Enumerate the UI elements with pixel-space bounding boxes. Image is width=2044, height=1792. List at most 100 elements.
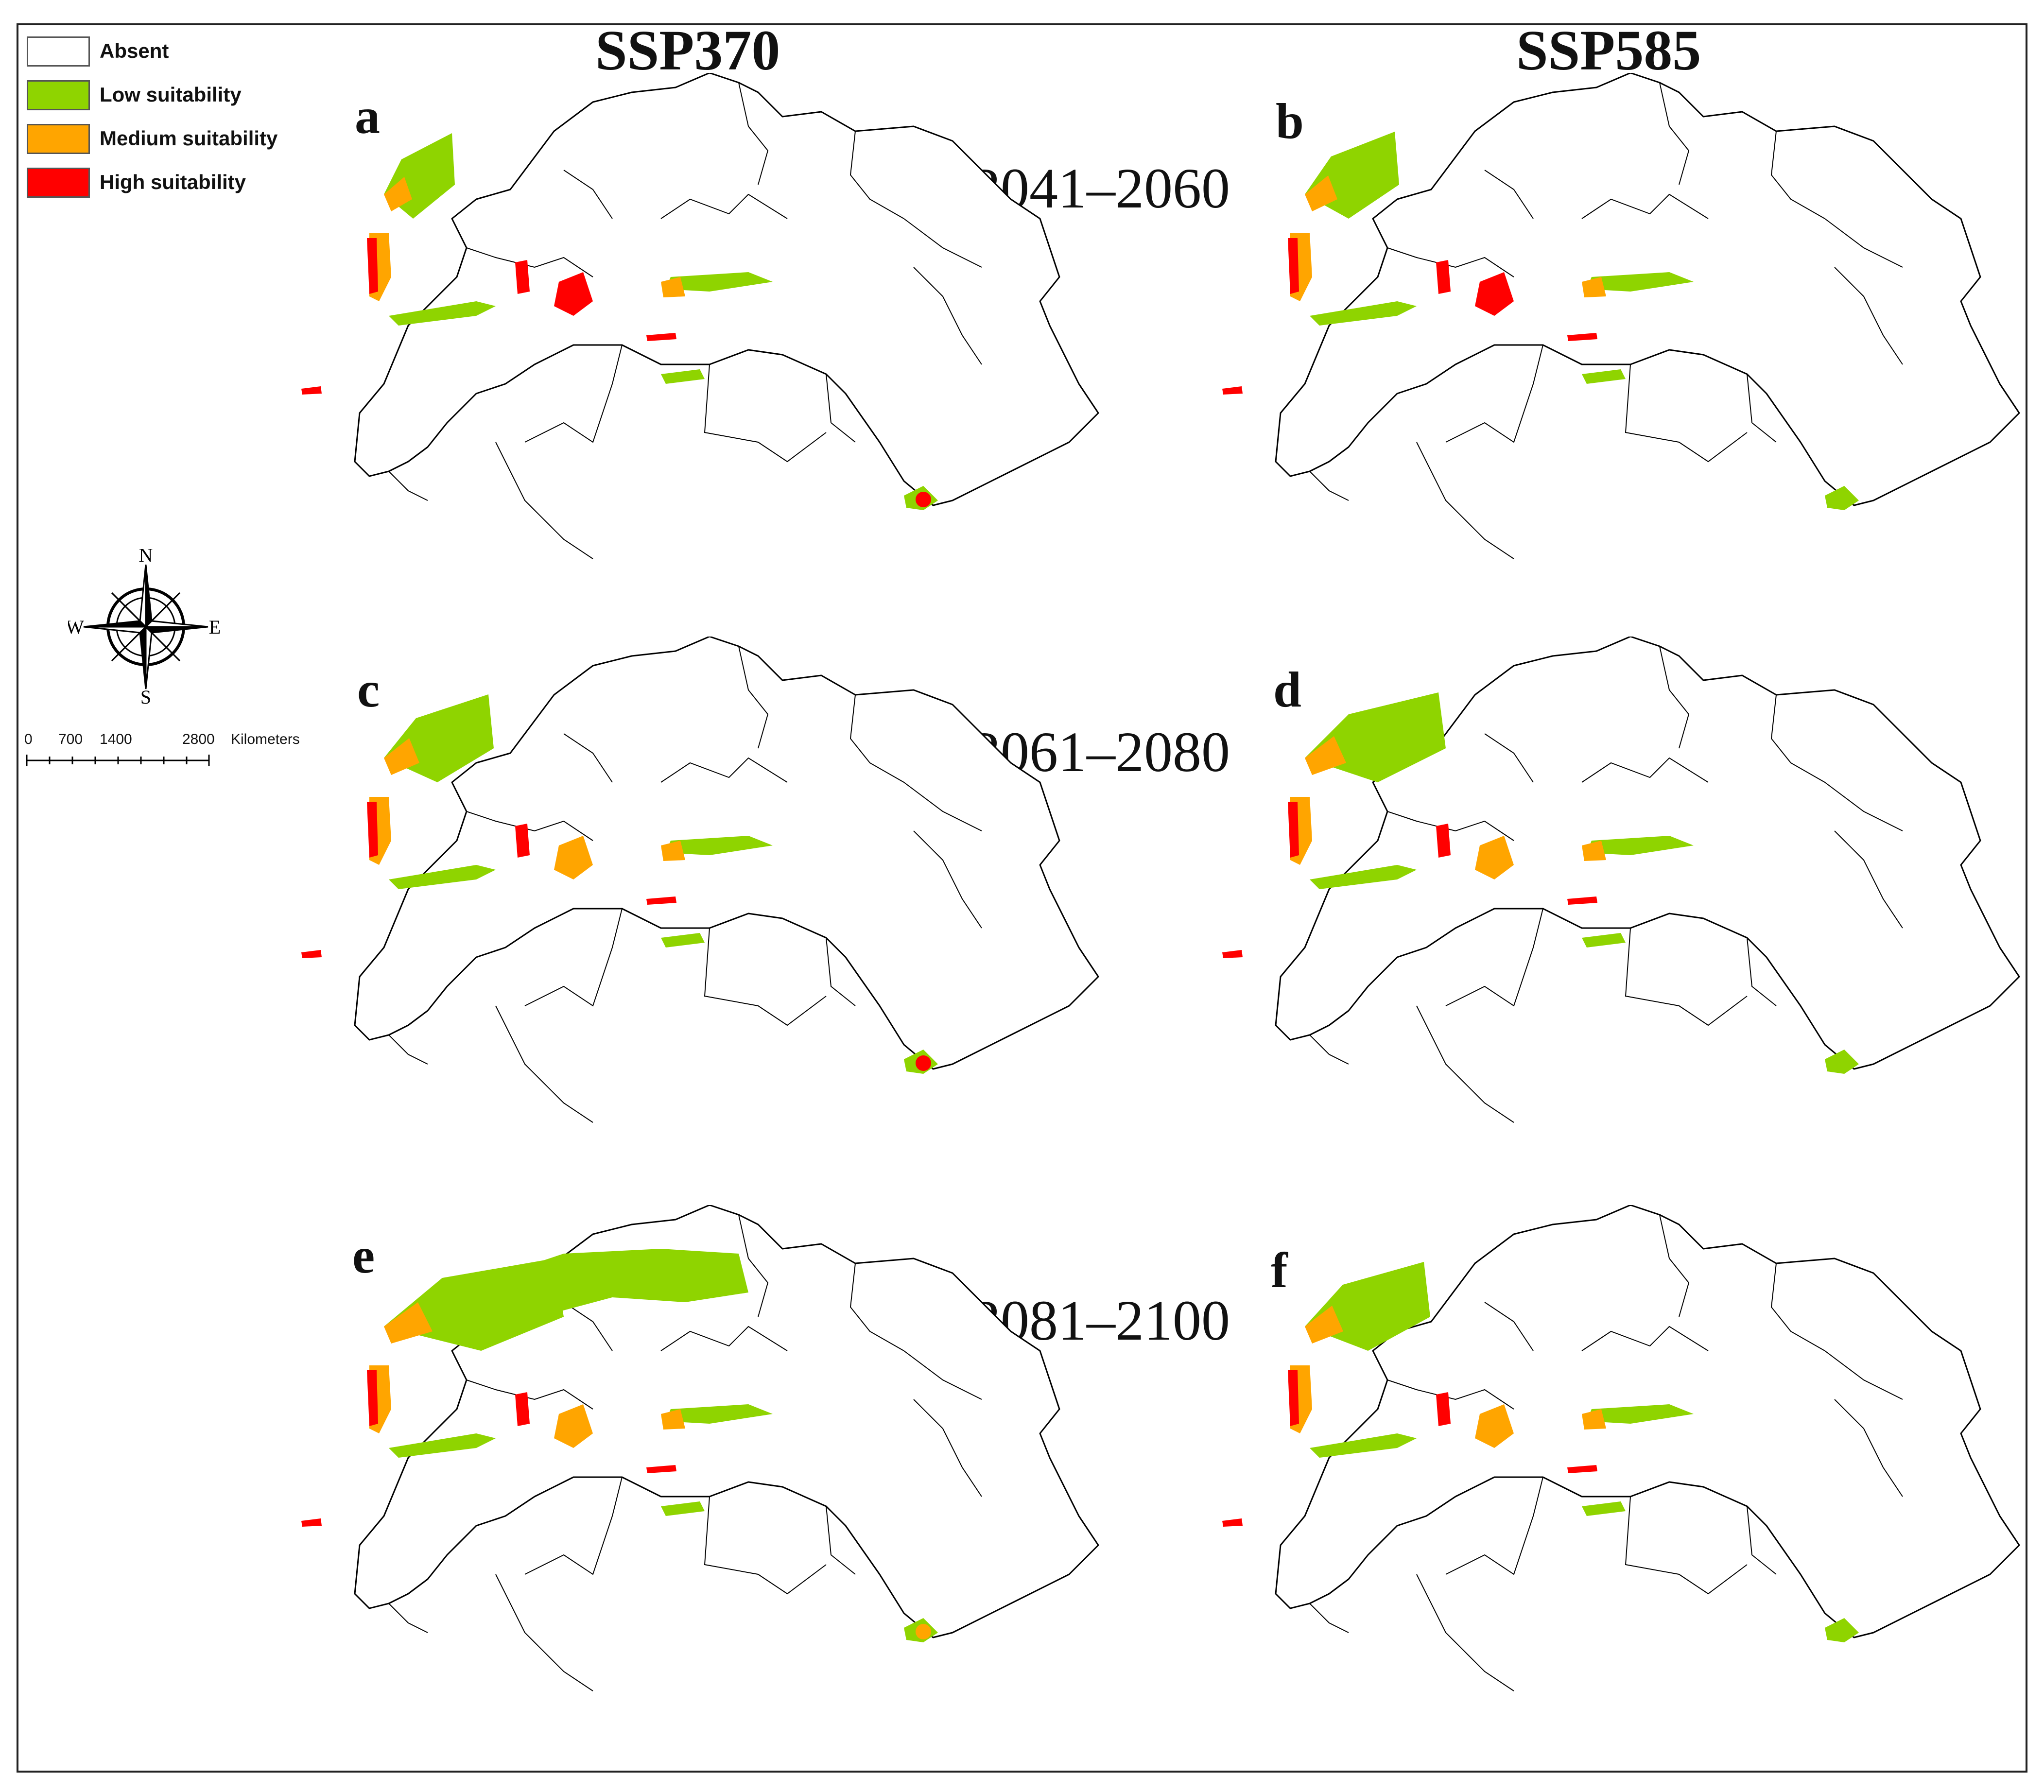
country-border — [1824, 782, 1903, 831]
panel-letter-f: f — [1271, 1242, 1288, 1298]
suitability-high-canaries — [301, 950, 322, 958]
country-border — [1484, 1302, 1534, 1351]
suitability-low-anatolia — [666, 272, 773, 292]
map-e — [301, 1205, 1099, 1691]
country-border — [738, 646, 769, 749]
country-border — [704, 1496, 827, 1595]
suitability-yemen-core — [1836, 1624, 1852, 1639]
scale-tick-label: 2800 — [182, 731, 215, 747]
country-border — [826, 937, 856, 1006]
country-border — [903, 1350, 982, 1400]
panel-letter-c: c — [357, 662, 380, 718]
suitability-italy-south — [554, 836, 593, 879]
country-border — [1625, 1496, 1748, 1595]
country-border — [466, 1379, 593, 1410]
suitability-high-crete — [1567, 333, 1597, 341]
country-border — [1659, 1214, 1690, 1317]
country-border — [1387, 1379, 1514, 1410]
legend-swatch-medium — [27, 124, 90, 154]
suitability-high-crete — [646, 896, 676, 905]
suitability-high-sardinia — [515, 260, 530, 294]
map-panel-f — [1144, 1205, 2029, 1730]
suitability-high-canaries — [301, 1518, 322, 1527]
suitability-high-iberia — [1288, 1370, 1299, 1426]
compass-s: S — [140, 686, 151, 705]
suitability-medium-aegean — [1582, 277, 1606, 297]
suitability-low-north-europe — [505, 1249, 748, 1317]
map-a — [301, 73, 1099, 559]
suitability-italy-south — [1475, 272, 1514, 316]
legend-item-medium: Medium suitability — [27, 124, 318, 158]
suitability-medium-brittany — [384, 738, 419, 775]
suitability-low-libya-coast — [661, 1501, 705, 1516]
country-border — [1416, 1574, 1514, 1691]
country-border — [524, 345, 623, 443]
suitability-low-anatolia — [1587, 836, 1694, 855]
country-border — [826, 1506, 856, 1575]
country-border — [1309, 471, 1349, 501]
country-border — [1484, 170, 1534, 219]
country-border — [1581, 1326, 1709, 1351]
legend-item-absent: Absent — [27, 36, 318, 70]
suitability-high-crete — [1567, 1465, 1597, 1473]
suitability-italy-south — [1475, 836, 1514, 879]
suitability-low-maghreb — [389, 1433, 496, 1458]
country-border — [495, 442, 593, 559]
country-border — [1387, 247, 1514, 277]
scale-tick-label: 1400 — [100, 731, 132, 747]
legend-swatch-absent — [27, 36, 90, 67]
country-border — [388, 1034, 428, 1065]
country-border — [738, 1214, 769, 1317]
country-border — [913, 267, 982, 365]
map-panel-a — [224, 73, 1108, 598]
legend-label: Low suitability — [100, 83, 242, 106]
country-border — [388, 471, 428, 501]
country-border — [1659, 82, 1690, 185]
scale-tick-label: 700 — [58, 731, 83, 747]
country-border — [1770, 694, 1825, 783]
suitability-low-maghreb — [1310, 301, 1417, 326]
country-border — [1416, 1005, 1514, 1123]
suitability-high-sardinia — [1436, 1392, 1451, 1426]
suitability-low-anatolia — [666, 836, 773, 855]
suitability-italy-south — [554, 272, 593, 316]
suitability-medium-brittany — [384, 1302, 433, 1344]
land-outline — [354, 73, 1099, 506]
suitability-high-canaries — [1222, 1518, 1243, 1527]
compass-w: W — [68, 616, 84, 638]
country-border — [563, 170, 613, 219]
suitability-yemen-core — [916, 1055, 931, 1071]
land-outline — [354, 637, 1099, 1070]
country-border — [524, 1477, 623, 1575]
country-border — [660, 1326, 788, 1351]
suitability-italy-south — [554, 1404, 593, 1448]
suitability-high-iberia — [367, 238, 378, 294]
map-panel-e — [224, 1205, 1108, 1730]
suitability-high-crete — [1567, 896, 1597, 905]
suitability-high-canaries — [1222, 386, 1243, 395]
map-panel-b — [1144, 73, 2029, 598]
suitability-medium-aegean — [661, 841, 685, 861]
suitability-high-sardinia — [515, 1392, 530, 1426]
suitability-high-crete — [646, 1465, 676, 1473]
country-border — [1824, 1350, 1903, 1400]
column-title-ssp585: SSP585 — [1516, 18, 1701, 82]
suitability-yemen-core — [916, 1624, 931, 1639]
country-border — [1834, 1399, 1903, 1497]
suitability-medium-aegean — [1582, 841, 1606, 861]
country-border — [1445, 908, 1543, 1007]
suitability-high-iberia — [1288, 802, 1299, 858]
country-border — [913, 1399, 982, 1497]
country-border — [1581, 757, 1709, 783]
country-border — [1770, 131, 1825, 219]
suitability-low-anatolia — [1587, 1404, 1694, 1424]
legend-item-low: Low suitability — [27, 80, 318, 114]
country-border — [388, 1603, 428, 1633]
country-border — [1484, 733, 1534, 783]
country-border — [466, 247, 593, 277]
country-border — [1747, 1506, 1777, 1575]
panel-letter-d: d — [1273, 662, 1301, 718]
suitability-high-iberia — [1288, 238, 1299, 294]
country-border — [660, 757, 788, 783]
country-border — [563, 1302, 613, 1351]
